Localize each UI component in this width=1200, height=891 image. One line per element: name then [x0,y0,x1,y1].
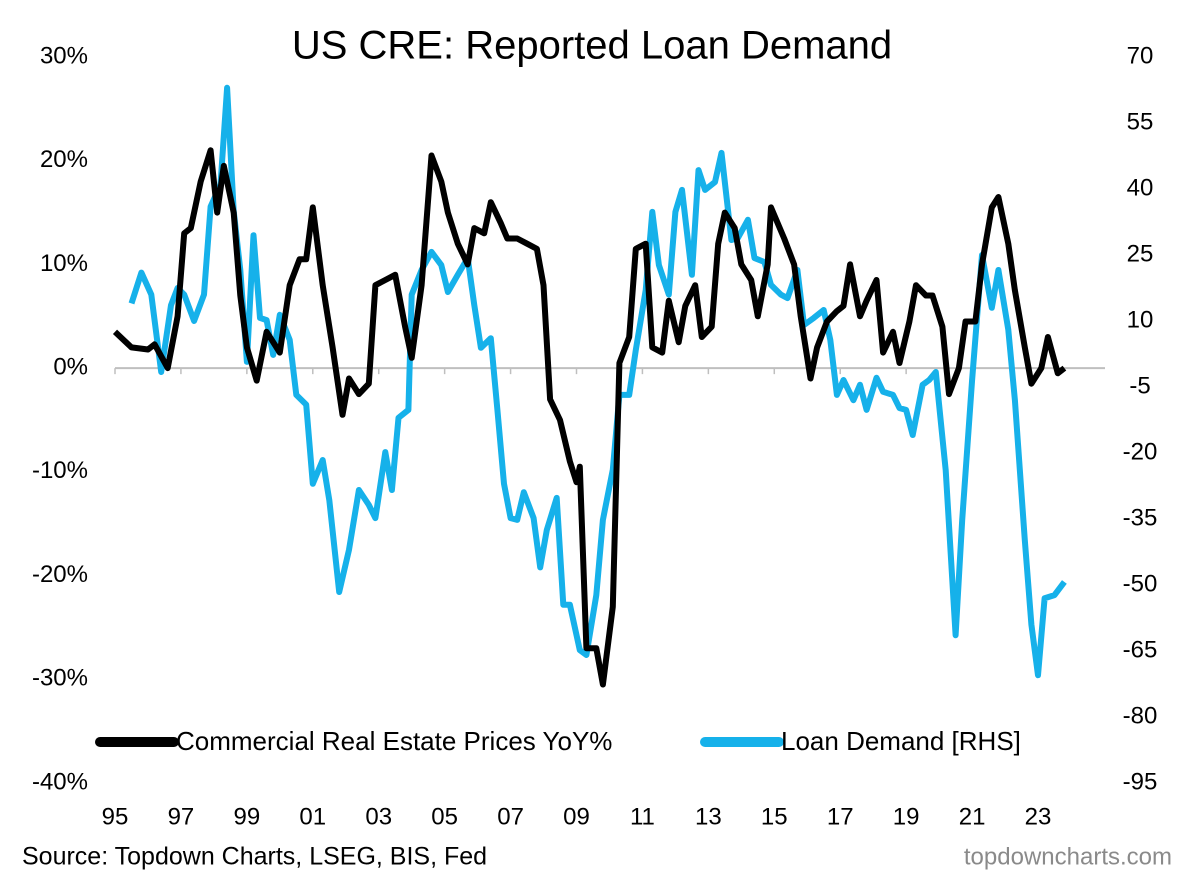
watermark: topdowncharts.com [964,843,1172,870]
y-tick-label: -40% [32,768,88,795]
legend-label: Loan Demand [RHS] [781,726,1021,756]
x-tick-label: 23 [1025,803,1052,830]
x-tick-label: 11 [630,803,655,830]
y-tick-label: 0% [53,353,88,380]
y-tick-label: -10% [32,457,88,484]
y2-tick-label: -20 [1123,438,1158,465]
x-tick-label: 17 [827,803,854,830]
y2-tick-label: -95 [1123,768,1158,795]
y2-tick-label: -65 [1123,636,1158,663]
y2-tick-label: 40 [1127,174,1154,201]
x-tick-label: 97 [168,803,195,830]
series-line [112,147,1067,688]
x-tick-label: 01 [299,803,326,830]
y2-tick-label: -80 [1123,702,1158,729]
x-tick-label: 07 [497,803,524,830]
y-tick-label: 20% [40,146,88,173]
x-tick-label: 03 [365,803,392,830]
y2-tick-label: 55 [1127,108,1154,135]
x-tick-label: 05 [431,803,458,830]
x-tick-label: 13 [695,803,722,830]
y2-tick-label: 70 [1127,42,1154,69]
x-tick-label: 95 [102,803,129,830]
y2-tick-label: -50 [1123,570,1158,597]
source: Source: Topdown Charts, LSEG, BIS, Fed [22,843,487,871]
x-tick-label: 19 [893,803,920,830]
chart-title: US CRE: Reported Loan Demand [292,24,892,68]
x-tick-label: 09 [563,803,590,830]
y2-tick-label: -35 [1123,504,1158,531]
y2-tick-label: 10 [1127,306,1154,333]
y-tick-label: 10% [40,250,88,277]
x-tick-label: 15 [761,803,788,830]
x-tick-label: 21 [959,803,986,830]
y-tick-label: -20% [32,561,88,588]
y2-tick-label: -5 [1129,372,1150,399]
y2-tick-label: 25 [1127,240,1154,267]
y-tick-label: 30% [40,42,88,69]
x-tick-label: 99 [234,803,261,830]
legend-label: Commercial Real Estate Prices YoY% [176,726,612,756]
y-tick-label: -30% [32,665,88,692]
